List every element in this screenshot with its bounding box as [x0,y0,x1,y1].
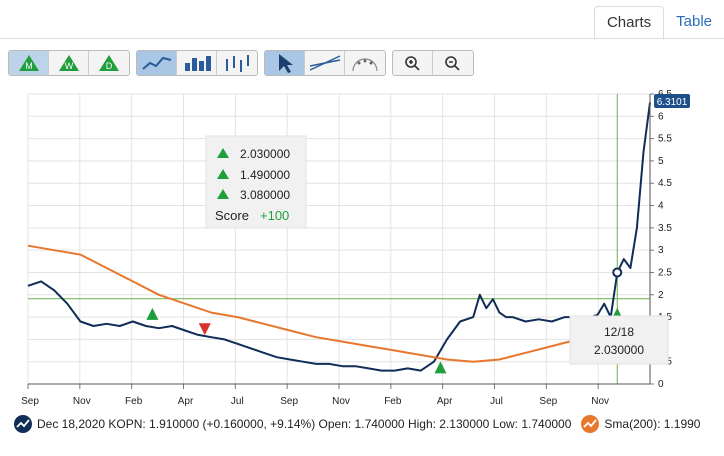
chart-type-group [136,50,258,76]
y-axis: 00.511.522.533.544.555.566.5 [649,89,672,390]
buy-signal-icon [217,189,229,199]
bar-chart-icon[interactable] [177,51,217,75]
sell-signal-marker [198,323,211,336]
last-price-label: 6.3101 [657,97,688,108]
tooltip-row-1: 2.030000 [240,147,290,161]
cursor-icon[interactable] [265,51,305,75]
period-group: M W D [8,50,130,76]
legend-sma-text: Sma(200): 1.1990 [604,417,701,431]
tooltip-row-3: 3.080000 [240,188,290,202]
chart-overlay: 6.3101 2.030000 1.490000 3.080000 Score … [205,94,690,365]
drawing-tools-group [264,50,386,76]
y-tick-label: 0 [658,379,664,390]
period-week-label: W [65,61,74,71]
buy-signal-marker [434,361,447,374]
chart-signals [146,307,624,374]
x-tick-label: Feb [125,396,143,407]
view-tabs: Charts Table [593,6,724,40]
legend-main-text: Dec 18,2020 KOPN: 1.910000 (+0.160000, +… [37,417,572,431]
tab-charts[interactable]: Charts [593,6,665,40]
period-day-label: D [106,61,113,71]
y-tick-label: 2.5 [658,267,672,278]
y-tick-label: 5.5 [658,134,672,145]
x-axis: Sep Nov Feb Apr Jul Sep Nov Feb Apr Jul Sep Nov [21,383,650,407]
hover-value: 2.030000 [594,343,644,357]
zoom-group [392,50,474,76]
x-tick-label: Jul [231,396,244,407]
y-tick-label: 3.5 [658,223,672,234]
period-month-button[interactable]: M [9,51,49,75]
sma-series-icon [581,415,600,433]
fibonacci-icon[interactable] [345,51,385,75]
x-tick-label: Apr [178,396,194,407]
hover-tooltip: 12/18 2.030000 [569,315,669,365]
y-tick-label: 4 [658,201,664,212]
line-chart-icon[interactable] [137,51,177,75]
y-tick-label: 6 [658,111,664,122]
x-tick-label: Sep [280,396,298,407]
tooltip-score-value: +100 [260,208,289,223]
last-price-badge [654,94,690,108]
tab-divider [0,38,724,39]
x-tick-label: Feb [384,396,402,407]
period-week-button[interactable]: W [49,51,89,75]
y-tick-label: 4.5 [658,178,672,189]
hover-date: 12/18 [604,325,634,339]
chart-grid [27,93,651,385]
hover-point [612,267,623,278]
buy-signal-icon [217,148,229,158]
buy-signal-marker [146,307,159,320]
tooltip-score-label: Score [215,208,249,223]
x-tick-label: Apr [437,396,453,407]
y-tick-label: 2 [658,290,664,301]
signal-tooltip: 2.030000 1.490000 3.080000 Score +100 [205,135,307,229]
y-tick-label: 5 [658,156,664,167]
buy-signal-icon [217,169,229,179]
x-tick-label: Sep [21,396,39,407]
period-month-label: M [25,61,33,71]
x-tick-label: Nov [332,396,350,407]
zoom-in-icon[interactable] [393,51,433,75]
trend-line-icon[interactable] [305,51,345,75]
price-series-icon [14,415,32,433]
x-tick-label: Sep [539,396,557,407]
period-day-button[interactable]: D [89,51,129,75]
x-tick-label: Jul [490,396,503,407]
tab-table[interactable]: Table [676,13,712,30]
zoom-out-icon[interactable] [433,51,473,75]
y-tick-label: 3 [658,245,664,256]
x-tick-label: Nov [73,396,91,407]
tooltip-row-2: 1.490000 [240,168,290,182]
ohlc-chart-icon[interactable] [217,51,257,75]
chart-legend: Dec 18,2020 KOPN: 1.910000 (+0.160000, +… [14,413,704,435]
x-tick-label: Nov [591,396,609,407]
chart-toolbar: M W D [8,50,474,76]
